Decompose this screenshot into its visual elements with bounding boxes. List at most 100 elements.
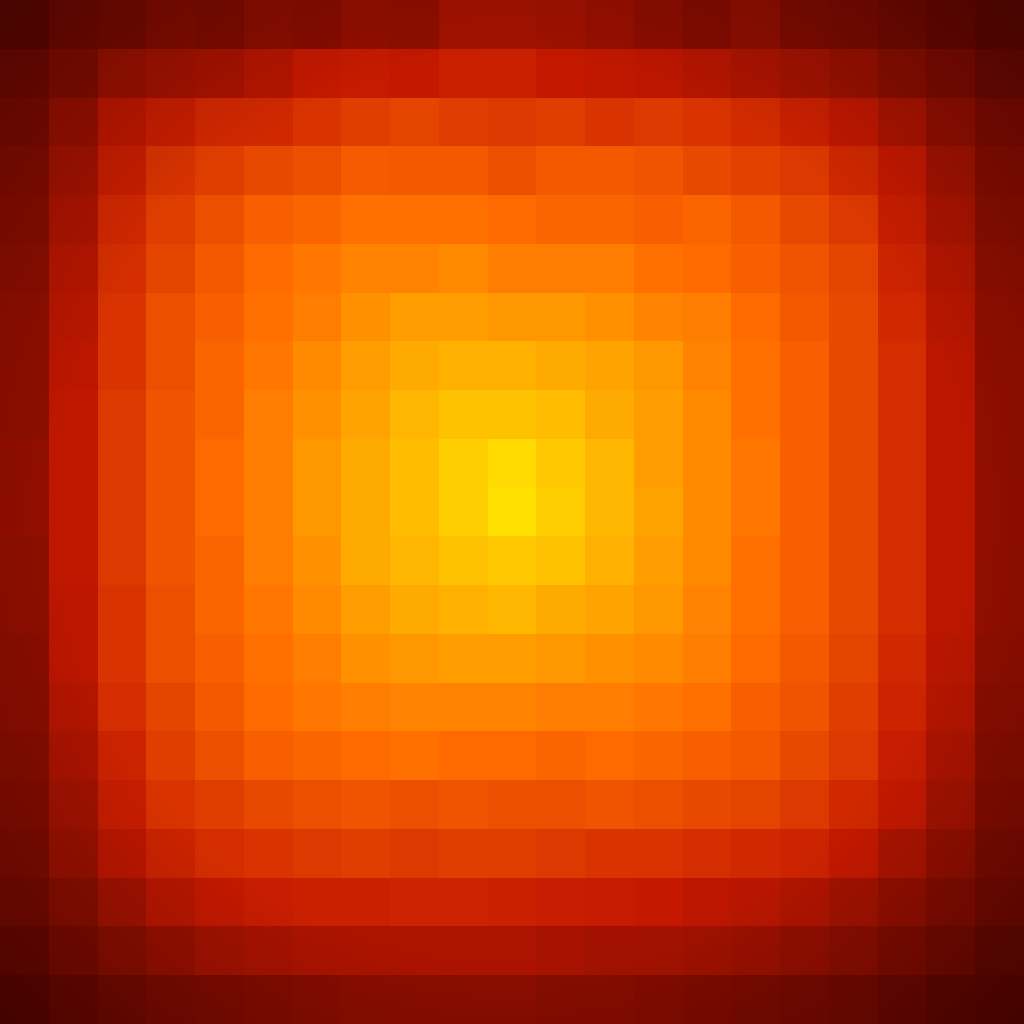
heatmap-cell-r10-c13 [633, 487, 683, 537]
heatmap-cell-r15-c5 [243, 731, 293, 781]
heatmap-cell-r8-c8 [390, 390, 439, 439]
heatmap-cell-r12-c13 [633, 585, 683, 634]
heatmap-cell-r17-c9 [438, 828, 488, 878]
heatmap-cell-r10-c16 [780, 487, 829, 537]
heatmap-cell-r18-c15 [731, 877, 781, 927]
heatmap-cell-r11-c4 [195, 536, 244, 586]
heatmap-cell-r16-c12 [585, 780, 634, 829]
heatmap-cell-r5-c5 [243, 243, 293, 293]
heatmap-cell-r4-c18 [877, 195, 927, 244]
heatmap-cell-r10-c1 [48, 487, 98, 537]
heatmap-cell-r3-c16 [780, 146, 829, 196]
heatmap-cell-r14-c11 [536, 682, 586, 732]
heatmap-cell-r14-c12 [585, 682, 634, 732]
heatmap-cell-r8-c7 [341, 390, 391, 439]
heatmap-cell-r17-c17 [828, 828, 878, 878]
heatmap-cell-r18-c18 [877, 877, 927, 927]
heatmap-cell-r4-c13 [633, 195, 683, 244]
heatmap-cell-r6-c2 [97, 292, 147, 342]
heatmap-cell-r9-c9 [438, 438, 488, 488]
heatmap-cell-r7-c3 [146, 341, 196, 391]
heatmap-cell-r9-c1 [48, 438, 98, 488]
heatmap-cell-r8-c11 [536, 390, 586, 439]
heatmap-cell-r2-c8 [390, 97, 439, 147]
heatmap-cell-r9-c15 [731, 438, 781, 488]
heatmap-cell-r7-c13 [633, 341, 683, 391]
heatmap-cell-r1-c18 [877, 48, 927, 98]
heatmap-cell-r2-c19 [926, 97, 976, 147]
heatmap-cell-r7-c20 [975, 341, 1024, 391]
heatmap-cell-r8-c16 [780, 390, 829, 439]
heatmap-cell-r15-c14 [682, 731, 732, 781]
heatmap-cell-r0-c4 [195, 0, 244, 49]
heatmap-cell-r15-c15 [731, 731, 781, 781]
heatmap-cell-r8-c18 [877, 390, 927, 439]
heatmap-cell-r11-c15 [731, 536, 781, 586]
heatmap-cell-r12-c4 [195, 585, 244, 634]
heatmap-cell-r0-c9 [438, 0, 488, 49]
heatmap-cell-r18-c19 [926, 877, 976, 927]
heatmap-cell-r20-c16 [780, 975, 829, 1024]
heatmap-cell-r17-c7 [341, 828, 391, 878]
heatmap-cell-r2-c10 [487, 97, 537, 147]
heatmap-cell-r18-c20 [975, 877, 1024, 927]
heatmap-cell-r11-c14 [682, 536, 732, 586]
heatmap-cell-r4-c5 [243, 195, 293, 244]
heatmap-cell-r13-c5 [243, 633, 293, 683]
heatmap-cell-r20-c15 [731, 975, 781, 1024]
heatmap-cell-r12-c6 [292, 585, 342, 634]
heatmap-cell-r1-c8 [390, 48, 439, 98]
heatmap-cell-r3-c3 [146, 146, 196, 196]
heatmap-cell-r3-c20 [975, 146, 1024, 196]
heatmap-cell-r12-c3 [146, 585, 196, 634]
heatmap-cell-r8-c9 [438, 390, 488, 439]
heatmap-cell-r5-c1 [48, 243, 98, 293]
heatmap-cell-r17-c20 [975, 828, 1024, 878]
heatmap-cell-r18-c11 [536, 877, 586, 927]
heatmap-cell-r17-c16 [780, 828, 829, 878]
heatmap-cell-r2-c16 [780, 97, 829, 147]
heatmap-cell-r3-c2 [97, 146, 147, 196]
heatmap-cell-r11-c1 [48, 536, 98, 586]
heatmap-cell-r19-c6 [292, 926, 342, 976]
heatmap-cell-r8-c2 [97, 390, 147, 439]
heatmap-cell-r17-c2 [97, 828, 147, 878]
heatmap-cell-r19-c2 [97, 926, 147, 976]
heatmap-cell-r0-c3 [146, 0, 196, 49]
heatmap-cell-r10-c9 [438, 487, 488, 537]
heatmap-cell-r3-c14 [682, 146, 732, 196]
heatmap-cell-r16-c2 [97, 780, 147, 829]
heatmap-cell-r4-c0 [0, 195, 49, 244]
heatmap-cell-r20-c11 [536, 975, 586, 1024]
heatmap-cell-r14-c16 [780, 682, 829, 732]
heatmap-cell-r11-c19 [926, 536, 976, 586]
heatmap-cell-r17-c1 [48, 828, 98, 878]
heatmap-cell-r12-c19 [926, 585, 976, 634]
heatmap-cell-r13-c9 [438, 633, 488, 683]
heatmap-cell-r3-c15 [731, 146, 781, 196]
heatmap-cell-r20-c8 [390, 975, 439, 1024]
heatmap-cell-r1-c1 [48, 48, 98, 98]
heatmap-cell-r15-c19 [926, 731, 976, 781]
heatmap-cell-r12-c17 [828, 585, 878, 634]
heatmap-cell-r16-c1 [48, 780, 98, 829]
heatmap-cell-r0-c6 [292, 0, 342, 49]
heatmap-cell-r16-c10 [487, 780, 537, 829]
heatmap-cell-r10-c5 [243, 487, 293, 537]
heatmap-cell-r10-c8 [390, 487, 439, 537]
heatmap-cell-r7-c1 [48, 341, 98, 391]
heatmap-cell-r17-c6 [292, 828, 342, 878]
heatmap-cell-r20-c13 [633, 975, 683, 1024]
heatmap-cell-r5-c20 [975, 243, 1024, 293]
heatmap-cell-r3-c9 [438, 146, 488, 196]
heatmap-cell-r20-c4 [195, 975, 244, 1024]
heatmap-cell-r16-c7 [341, 780, 391, 829]
heatmap-cell-r18-c12 [585, 877, 634, 927]
heatmap-cell-r0-c0 [0, 0, 49, 49]
heatmap-cell-r4-c20 [975, 195, 1024, 244]
heatmap-cell-r9-c16 [780, 438, 829, 488]
heatmap-cell-r10-c7 [341, 487, 391, 537]
heatmap-cell-r7-c0 [0, 341, 49, 391]
heatmap-cell-r17-c13 [633, 828, 683, 878]
heatmap-cell-r19-c20 [975, 926, 1024, 976]
